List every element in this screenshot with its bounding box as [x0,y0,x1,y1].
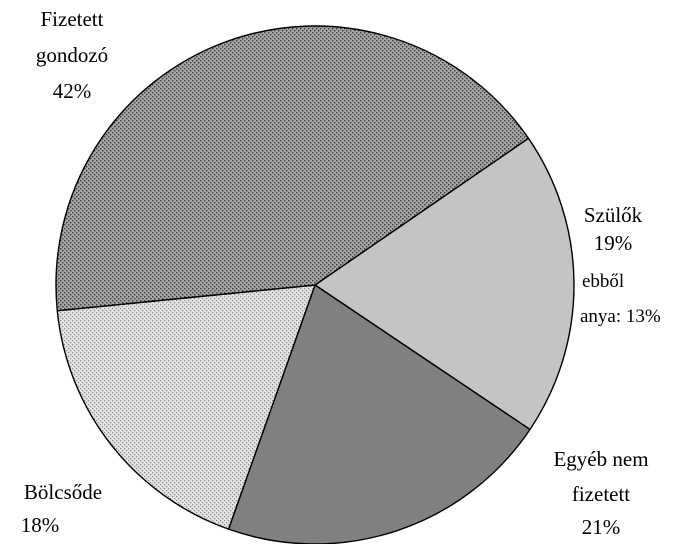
label-szulok: Szülők [584,203,643,227]
pie-slice-szulok [313,137,575,431]
label-bolcsode-percent: 18% [21,513,60,537]
label-fizetett-gondozo-percent: 42% [53,79,92,103]
pie-slice-fizetett-gondozo [55,25,530,312]
pie-slice-egyeb-nem-fizetett [227,283,531,544]
label-fizetett-gondozo-line1: Fizetett [41,7,104,31]
label-bolcsode: Bölcsőde [24,480,102,504]
label-egyeb-nem-fizetett-line2: fizetett [572,482,630,506]
label-szulok-percent: 19% [594,231,633,255]
label-fizetett-gondozo-line2: gondozó [36,43,108,67]
pie-slice-bolcsode [56,284,317,531]
label-egyeb-nem-fizetett-line1: Egyéb nem [553,447,648,471]
label-egyeb-nem-fizetett-percent: 21% [582,515,621,539]
label-szulok-note-line2: anya: 13% [580,306,661,327]
label-szulok-note-line1: ebből [582,271,624,292]
pie-slices [55,25,575,544]
